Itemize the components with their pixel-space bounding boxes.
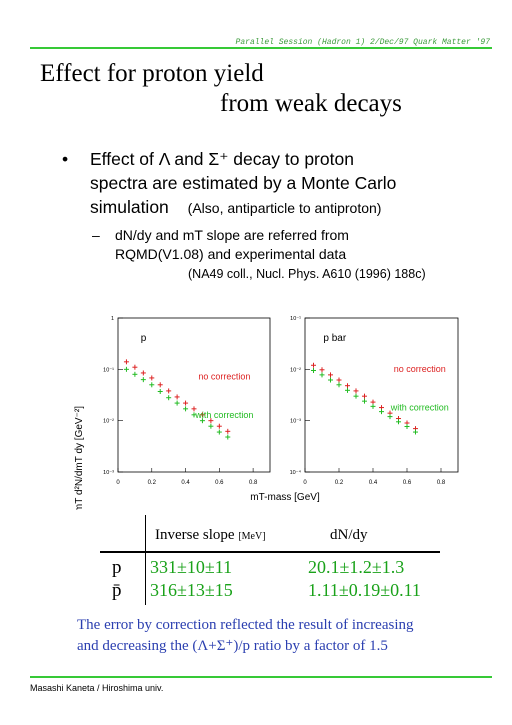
x-tick-label: 0 (303, 480, 307, 486)
legend-no-correction: no correction (394, 364, 446, 374)
row-p-slope: 331±10±11 (150, 557, 233, 577)
y-tick-label: 10⁻³ (103, 470, 114, 476)
table-header-slope-text: Inverse slope (155, 527, 235, 543)
x-tick-label: 0 (116, 480, 120, 486)
antiproton-panel: 0 0.2 0.4 0.6 0.8 10⁻¹ 10⁻² 10⁻³ 10⁻⁴ p bar no cor… (290, 316, 459, 486)
table-header-slope: Inverse slope [MeV] (155, 527, 266, 544)
y-tick-label: 10⁻¹ (103, 367, 114, 373)
note-line2: and decreasing the (Λ+Σ⁺)/p ratio by a f… (77, 638, 388, 654)
table-header-dndy: dN/dy (330, 527, 368, 543)
x-tick-label: 0.2 (335, 480, 344, 486)
y-tick-label: 1 (111, 316, 114, 322)
panel-label: p (141, 333, 147, 344)
x-tick-label: 0.2 (148, 480, 157, 486)
row-pbar-slope: 316±13±15 (150, 580, 233, 600)
note-line1: The error by correction reflected the re… (77, 617, 414, 633)
bullet-line3: simulation (Also, antiparticle to antipr… (90, 196, 381, 219)
top-divider (30, 47, 492, 49)
x-tick-label: 0.6 (215, 480, 224, 486)
plot-frame (304, 317, 459, 473)
plot-frame (117, 317, 271, 473)
y-tick-label: 10⁻⁴ (290, 469, 302, 476)
bullet-line1: Effect of Λ and Σ⁺ decay to proton (90, 149, 354, 169)
y-tick-label: 10⁻² (103, 419, 114, 425)
x-tick-label: 0.6 (403, 480, 412, 486)
bullet-marker: • (62, 149, 69, 169)
slide-title-line1: Effect for proton yield (40, 60, 264, 87)
table-horizontal-rule (100, 551, 440, 553)
reference: (NA49 coll., Nucl. Phys. A610 (1996) 188… (188, 267, 426, 281)
footer-author: Masashi Kaneta / Hiroshima univ. (30, 683, 164, 693)
bullet-line3-main: simulation (90, 197, 169, 217)
x-tick-label: 0.8 (437, 480, 446, 486)
x-tick-label: 0.4 (181, 480, 190, 486)
subbullet-line1: dN/dy and mT slope are referred from (115, 227, 349, 243)
table-vertical-rule (145, 515, 146, 605)
row-pbar-dndy: 1.11±0.19±0.11 (308, 580, 421, 600)
slide-title-line2: from weak decays (220, 90, 402, 117)
bottom-divider (30, 676, 492, 678)
bullet-line2: spectra are estimated by a Monte Carlo (90, 173, 397, 193)
bullet-line3-paren: (Also, antiparticle to antiproton) (187, 200, 382, 216)
subbullet-line2: RQMD(V1.08) and experimental data (115, 246, 347, 262)
table-header-slope-unit: [MeV] (238, 531, 266, 542)
legend-with-correction: with correction (390, 402, 449, 412)
row-pbar-particle: p̄ (112, 580, 122, 601)
panel-label: p bar (323, 333, 346, 344)
x-tick-label: 0.8 (249, 480, 258, 486)
x-tick-label: 0.4 (369, 480, 378, 486)
row-p-particle: p (112, 557, 122, 578)
x-axis-label: mT-mass [GeV] (250, 492, 320, 503)
y-tick-label: 10⁻¹ (290, 316, 301, 322)
session-header: Parallel Session (Hadron 1) 2/Dec/97 Qua… (235, 38, 490, 47)
subbullet-dash: – (92, 227, 100, 243)
row-p-dndy: 20.1±1.2±1.3 (308, 557, 405, 577)
y-axis-label: 1/2π 1/mT d²N/dmT dy [GeV⁻²] (74, 406, 85, 510)
legend-with-correction: with correction (194, 410, 253, 420)
y-tick-label: 10⁻² (290, 367, 301, 373)
legend-no-correction: no correction (198, 372, 250, 382)
y-tick-label: 10⁻³ (290, 419, 301, 425)
proton-panel: 0 0.2 0.4 0.6 0.8 1 10⁻¹ 10⁻² 10⁻³ p no correction… (103, 316, 271, 486)
spectra-figure: 1/2π 1/mT d²N/dmT dy [GeV⁻²] 0 0.2 0.4 0.6 0… (74, 316, 459, 510)
